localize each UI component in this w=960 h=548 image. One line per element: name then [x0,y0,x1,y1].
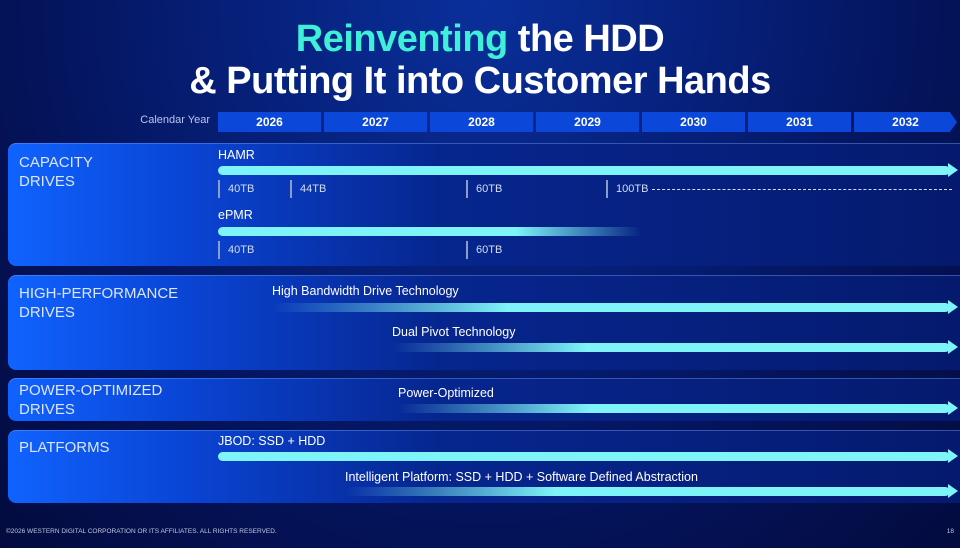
slide-subtitle: & Putting It into Customer Hands [189,60,771,102]
arrow-right-icon [948,163,958,177]
intelligent-platform-label: Intelligent Platform: SSD + HDD + Softwa… [345,470,698,484]
arrow-right-icon [948,300,958,314]
arrow-right-icon [948,340,958,354]
hamr-label: HAMR [218,148,255,162]
year-header: 2029 [536,112,639,132]
copyright: ©2026 WESTERN DIGITAL CORPORATION OR ITS… [6,528,277,535]
epmr-milestone: 40TB [218,241,254,259]
capacity-section-label: CAPACITY DRIVES [19,154,93,190]
hamr-bar [218,166,950,175]
hamr-milestone: 40TB [218,180,254,198]
year-header: 2031 [748,112,851,132]
power-optimized-bar [398,404,950,413]
power-optimized-label: Power-Optimized [398,386,494,400]
jbod-label: JBOD: SSD + HDD [218,434,326,448]
epmr-bar [218,227,642,236]
arrow-right-icon [948,449,958,463]
hamr-milestone: 100TB [606,180,648,198]
epmr-milestone: 60TB [466,241,502,259]
jbod-bar [218,452,950,461]
page-number: 18 [946,528,954,535]
hbd-bar [272,303,950,312]
hamr-milestone: 60TB [466,180,502,198]
dual-pivot-label: Dual Pivot Technology [392,325,516,339]
year-header: 2030 [642,112,745,132]
calendar-year-label: Calendar Year [140,114,210,126]
hamr-milestone: 44TB [290,180,326,198]
platforms-section-label: PLATFORMS [19,439,110,456]
year-header: 2026 [218,112,321,132]
arrow-right-icon [948,484,958,498]
arrow-right-icon [948,401,958,415]
intelligent-platform-bar [345,487,950,496]
title-accent: Reinventing [295,18,508,60]
year-header: 2027 [324,112,427,132]
performance-section-label: HIGH-PERFORMANCE DRIVES [19,285,179,321]
epmr-label: ePMR [218,208,253,222]
hbd-label: High Bandwidth Drive Technology [272,284,459,298]
slide-title: Reinventing the HDD [0,18,960,60]
title-line1: the HDD [507,18,665,60]
power-panel [8,378,960,421]
year-header: 2032 [854,112,957,132]
performance-panel [8,275,960,370]
dual-pivot-bar [392,343,950,352]
year-header: 2028 [430,112,533,132]
power-section-label: POWER-OPTIMIZED DRIVES [19,382,163,418]
hamr-future-line [652,189,952,190]
capacity-panel [8,143,960,266]
